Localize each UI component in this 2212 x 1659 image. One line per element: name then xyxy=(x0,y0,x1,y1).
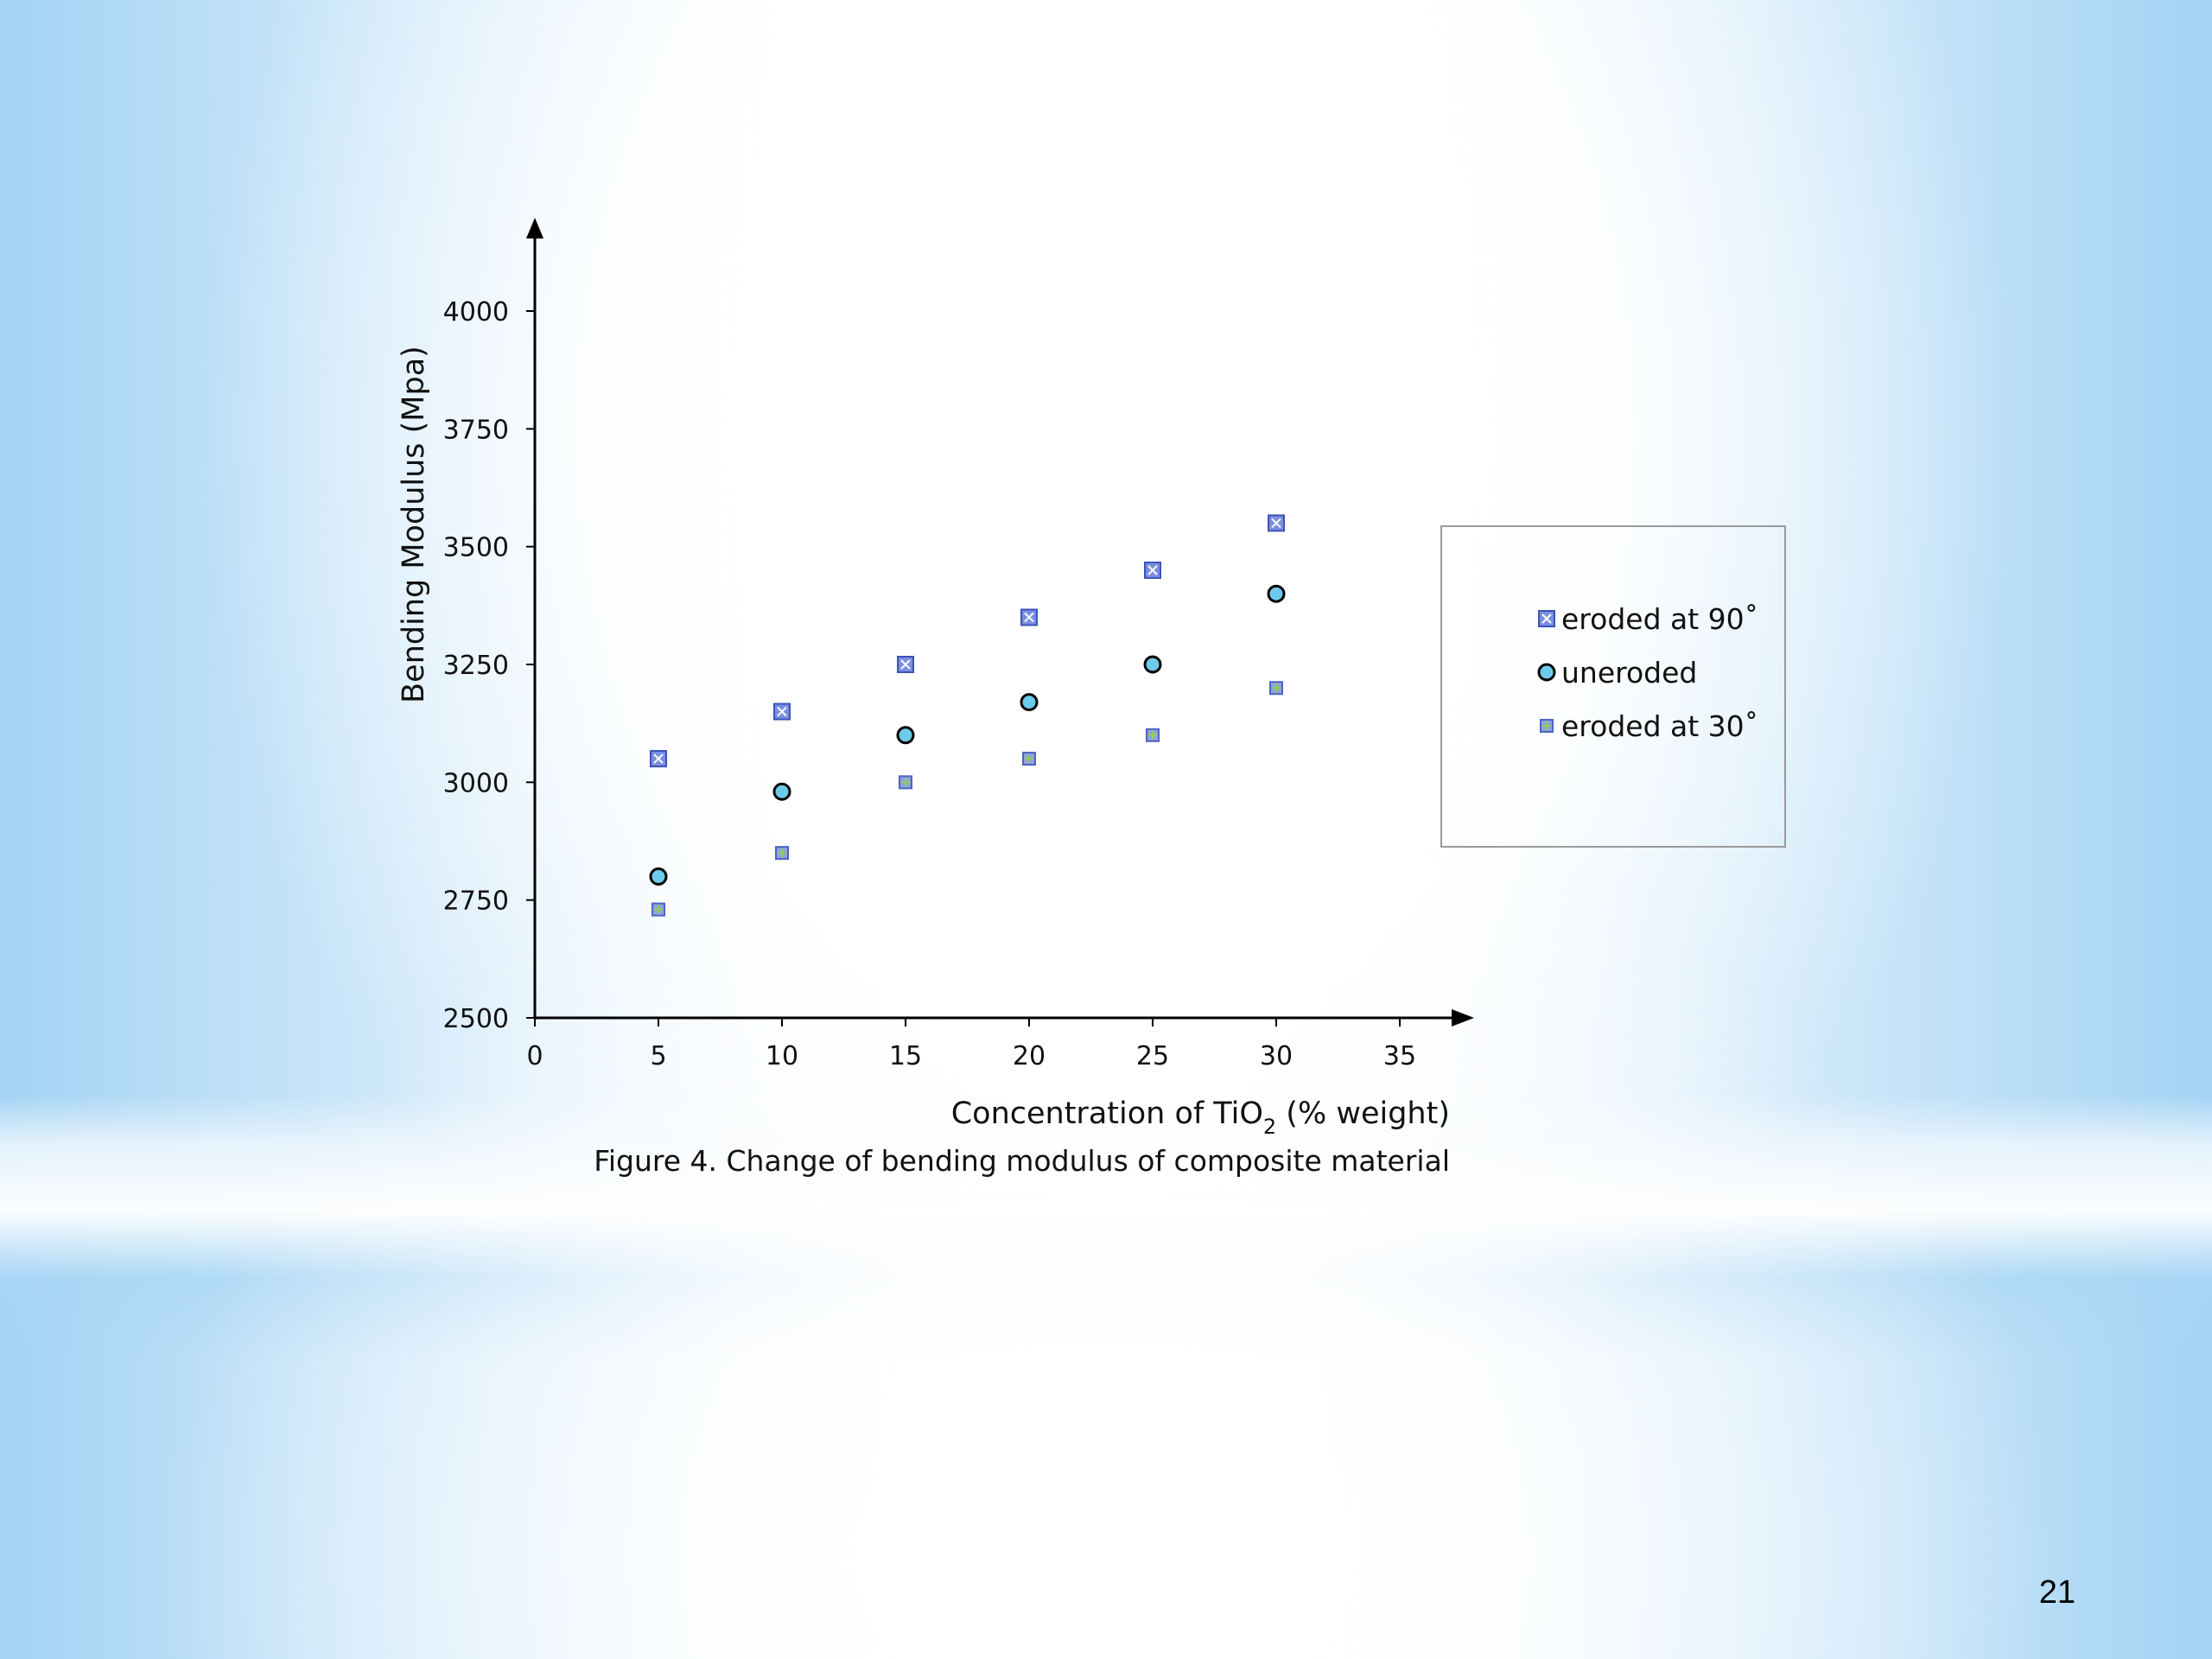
data-point-square-x xyxy=(897,656,914,673)
y-tick-label: 4000 xyxy=(443,297,509,327)
x-tick-label: 20 xyxy=(1013,1041,1046,1071)
page-number: 21 xyxy=(2038,1574,2075,1611)
y-tick-label: 3500 xyxy=(443,533,509,563)
y-axis-arrow xyxy=(526,218,543,238)
x-tick-label: 0 xyxy=(526,1041,543,1071)
legend: eroded at 90˚ uneroded eroded at 30˚ xyxy=(1440,525,1786,848)
data-point-square-plus xyxy=(1146,728,1160,742)
legend-label: eroded at 90˚ xyxy=(1561,602,1758,636)
data-point-square-x xyxy=(1268,514,1285,532)
x-axis-arrow xyxy=(1452,1009,1474,1027)
data-point-square-x xyxy=(1020,608,1038,626)
data-point-circle xyxy=(649,867,668,886)
x-axis-title: Concentration of TiO2 (% weight) xyxy=(951,1096,1450,1139)
legend-marker-square-x xyxy=(1538,610,1555,627)
y-tick-label: 3750 xyxy=(443,415,509,445)
data-point-square-x xyxy=(773,702,791,721)
data-point-square-plus xyxy=(899,775,912,790)
data-point-square-plus xyxy=(652,902,665,917)
data-point-square-plus xyxy=(775,846,789,861)
data-point-circle xyxy=(1020,693,1039,712)
legend-label: uneroded xyxy=(1561,656,1697,690)
data-point-circle xyxy=(1143,655,1162,674)
data-point-circle xyxy=(896,726,915,745)
x-tick-label: 10 xyxy=(766,1041,798,1071)
x-tick-label: 25 xyxy=(1136,1041,1169,1071)
plot-area: 2500 2750 3000 3250 3500 3750 4000 0 5 10 15 20 25 30… xyxy=(443,218,1474,1071)
y-axis-title: Bending Modulus (Mpa) xyxy=(397,346,431,703)
legend-marker-square-plus xyxy=(1540,719,1554,733)
data-point-square-x xyxy=(1144,561,1161,579)
x-tick-label: 15 xyxy=(889,1041,922,1071)
data-point-circle xyxy=(1267,584,1286,603)
x-tick-label: 35 xyxy=(1383,1041,1416,1071)
x-tick-label: 5 xyxy=(650,1041,666,1071)
y-tick-label: 2500 xyxy=(443,1004,509,1034)
figure-caption: Figure 4. Change of bending modulus of c… xyxy=(594,1144,1450,1178)
legend-box xyxy=(1440,525,1786,848)
y-tick-label: 3000 xyxy=(443,768,509,798)
y-tick-label: 3250 xyxy=(443,651,509,681)
x-tick-label: 30 xyxy=(1260,1041,1293,1071)
data-point-circle xyxy=(772,782,791,801)
y-tick-label: 2750 xyxy=(443,887,509,917)
data-point-square-plus xyxy=(1022,752,1036,766)
legend-marker-circle xyxy=(1537,663,1556,682)
data-point-square-plus xyxy=(1269,681,1283,696)
legend-label: eroded at 30˚ xyxy=(1561,709,1758,743)
data-point-square-x xyxy=(650,750,667,768)
